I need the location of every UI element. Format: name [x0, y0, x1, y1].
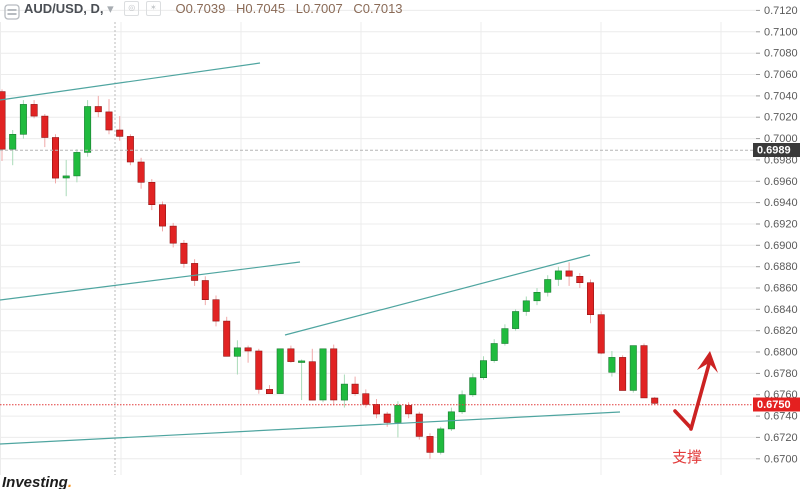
svg-text:0.6960: 0.6960: [764, 176, 798, 188]
svg-text:0.6800: 0.6800: [764, 347, 798, 359]
svg-text:0.6989: 0.6989: [757, 145, 791, 157]
svg-text:0.7040: 0.7040: [764, 90, 798, 102]
svg-text:0.6900: 0.6900: [764, 240, 798, 252]
svg-text:0.7020: 0.7020: [764, 112, 798, 124]
svg-text:Investing.: Investing.: [2, 474, 72, 489]
svg-text:0.6880: 0.6880: [764, 261, 798, 273]
svg-text:0.6920: 0.6920: [764, 219, 798, 231]
svg-text:支撑: 支撑: [672, 449, 702, 466]
svg-text:0.7100: 0.7100: [764, 26, 798, 38]
svg-text:0.6780: 0.6780: [764, 368, 798, 380]
svg-text:0.6740: 0.6740: [764, 411, 798, 423]
svg-text:0.6700: 0.6700: [764, 453, 798, 465]
svg-text:0.6720: 0.6720: [764, 432, 798, 444]
svg-text:0.6820: 0.6820: [764, 325, 798, 337]
svg-text:0.7080: 0.7080: [764, 48, 798, 60]
svg-text:0.6840: 0.6840: [764, 304, 798, 316]
svg-text:0.6750: 0.6750: [757, 399, 791, 411]
svg-text:0.6940: 0.6940: [764, 197, 798, 209]
svg-text:0.6860: 0.6860: [764, 283, 798, 295]
svg-text:0.7060: 0.7060: [764, 69, 798, 81]
